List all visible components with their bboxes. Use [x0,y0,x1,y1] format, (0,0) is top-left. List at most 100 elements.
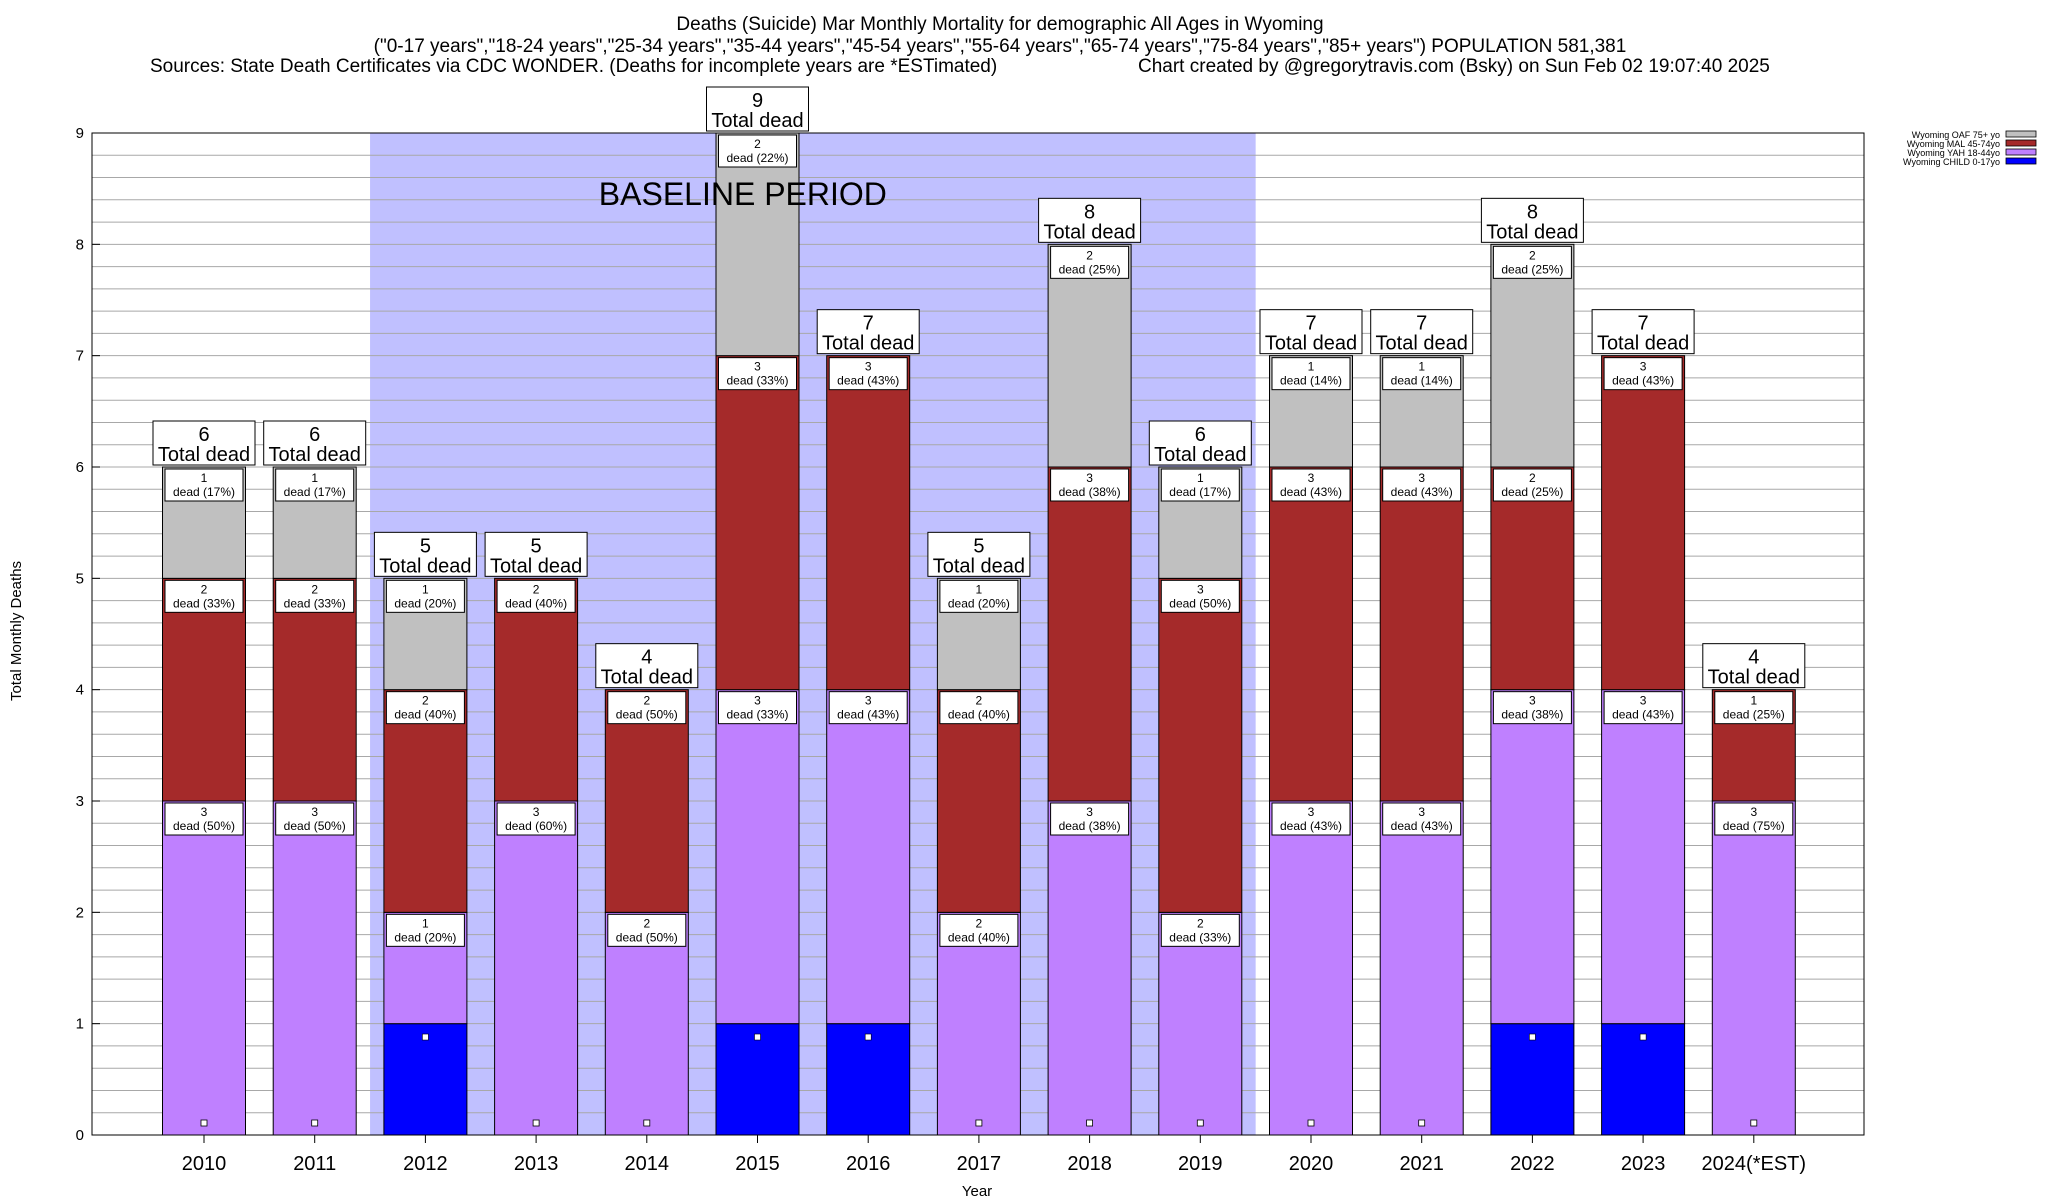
segment-label-box [1382,468,1462,502]
empty-marker [200,1119,208,1127]
y-tick-label: 9 [76,125,84,142]
segment-label-count: 2 [311,582,318,596]
legend-swatch [2005,139,2037,147]
segment-label-count: 1 [976,582,983,596]
segment-label-count: 3 [1529,694,1536,708]
bar-segment [272,577,357,802]
segment-label-box [828,691,908,725]
segment-label-text: dead (40%) [505,596,567,610]
segment-label-box [1492,245,1572,279]
total-count: 7 [1638,313,1649,335]
segment-label-box [939,691,1019,725]
segment-label-text: dead (60%) [505,819,567,833]
bar-segment [1158,577,1243,913]
legend-label: Wyoming MAL 45-74yo [1907,139,2000,149]
total-label-box [1038,197,1142,243]
segment-label-count: 3 [1418,471,1425,485]
segment-label-text: dead (50%) [616,930,678,944]
segment-label-count: 3 [754,360,761,374]
segment-label-count: 3 [865,694,872,708]
segment-label-box [385,579,465,613]
total-label-text: Total dead [1597,333,1689,355]
empty-marker [311,1119,319,1127]
x-tick-label: 2018 [1067,1153,1112,1175]
bar-segment [826,1023,911,1136]
total-label-box [263,420,367,466]
segment-label-count: 2 [1197,916,1204,930]
child-marker [422,1033,429,1041]
x-tick-label: 2019 [1178,1153,1223,1175]
segment-label-text: dead (25%) [1723,708,1785,722]
legend-label: Wyoming OAF 75+ yo [1912,130,2000,140]
total-label-text: Total dead [490,555,582,577]
total-label-text: Total dead [158,444,250,466]
total-label-box [484,531,588,577]
y-tick-label: 7 [76,348,84,365]
x-tick-label: 2013 [514,1153,559,1175]
bar-segment [715,132,800,357]
child-marker [754,1033,761,1041]
total-count: 5 [973,535,984,557]
x-axis-label: Year [962,1183,992,1200]
segment-label-text: dead (38%) [1059,819,1121,833]
chart-subtitle: ("0-17 years","18-24 years","25-34 years… [374,36,1627,57]
bar-segment [1601,355,1686,691]
x-tick-label: 2017 [957,1153,1002,1175]
segment-label-box [718,134,797,168]
bar-segment [604,689,689,913]
chart-credit: Chart created by @gregorytravis.com (Bsk… [1138,56,1770,77]
segment-label-box [1050,468,1130,502]
segment-label-text: dead (20%) [394,930,456,944]
segment-label-count: 1 [1418,360,1425,374]
total-label-box [706,86,809,132]
segment-label-text: dead (17%) [284,485,346,499]
segment-label-box [1382,357,1462,391]
bar-segment [1158,911,1243,1136]
segment-label-text: dead (43%) [1280,819,1342,833]
bar-segment [162,800,246,1136]
bar-segment [715,689,800,1025]
total-label-text: Total dead [1376,333,1468,355]
segment-label-text: dead (17%) [1169,485,1231,499]
segment-label-count: 1 [311,471,318,485]
total-label-text: Total dead [1154,444,1246,466]
plot-border [91,132,1865,1136]
segment-label-count: 1 [1197,471,1204,485]
total-count: 4 [641,647,652,669]
segment-label-text: dead (43%) [1612,374,1674,388]
segment-label-text: dead (75%) [1723,819,1785,833]
segment-label-count: 2 [643,916,650,930]
segment-label-count: 3 [533,805,540,819]
bar-segment [1490,1023,1575,1136]
empty-marker [643,1119,651,1127]
segment-label-text: dead (43%) [1391,819,1453,833]
total-label-box [927,531,1031,577]
segment-label-text: dead (25%) [1501,262,1563,276]
bar-segment [383,1023,468,1136]
segment-label-text: dead (40%) [394,708,456,722]
segment-label-count: 1 [1308,360,1315,374]
segment-label-box [164,802,244,836]
segment-label-text: dead (50%) [1169,596,1231,610]
total-label-box [1702,643,1806,689]
segment-label-text: dead (43%) [837,374,899,388]
segment-label-count: 3 [1086,471,1093,485]
segment-label-box [1382,802,1462,836]
x-tick-label: 2012 [403,1153,448,1175]
total-label-text: Total dead [269,444,361,466]
bar-segment [715,355,800,691]
segment-label-text: dead (25%) [1059,262,1121,276]
y-tick-label: 3 [76,793,84,810]
y-tick-label: 0 [76,1127,84,1144]
total-count: 7 [1416,313,1427,335]
plot-frame [91,132,1865,1136]
total-label-text: Total dead [1265,333,1357,355]
segment-label-box [1160,913,1240,947]
y-ticks: 0 1 2 3 4 5 6 7 8 9 [76,125,100,1144]
segment-label-count: 3 [1086,805,1093,819]
total-label-box [595,643,699,689]
segment-label-box [1603,357,1683,391]
segment-label-count: 3 [1308,805,1315,819]
legend-swatch [2005,130,2037,138]
segment-label-count: 3 [1750,805,1757,819]
